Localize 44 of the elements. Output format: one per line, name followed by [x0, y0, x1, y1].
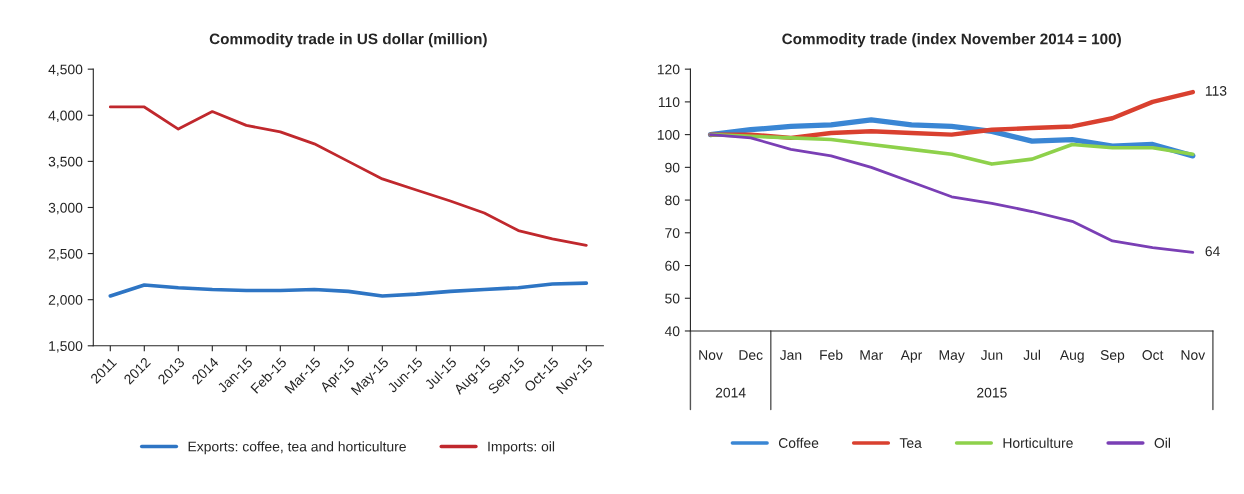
x-tick-label: Jan: [779, 350, 802, 360]
legend-label: Oil: [1154, 437, 1170, 448]
y-tick-label: 110: [658, 97, 680, 108]
y-tick-label: 40: [664, 326, 680, 337]
y-tick-label: 50: [665, 293, 680, 304]
x-tick-label: Nov: [699, 350, 723, 360]
y-tick-label: 90: [665, 162, 680, 173]
x-tick-label: Jul: [1023, 349, 1040, 360]
y-tick-label: 60: [665, 260, 680, 271]
line-series: [108, 105, 588, 247]
chart-title: Commodity trade in US dollar (million): [209, 33, 487, 48]
legend-label: Exports: coffee, tea and horticulture: [188, 441, 406, 455]
y-tick-label: 1,500: [49, 341, 83, 353]
data-label: 113: [1205, 85, 1227, 96]
x-tick-label: Apr: [900, 350, 923, 363]
line-series: [108, 281, 589, 298]
legend-label: Horticulture: [1003, 437, 1073, 448]
x-tick-label: Aug: [1059, 350, 1084, 363]
x-tick-label: Dec: [739, 350, 763, 360]
x-tick-label: Sep: [1100, 350, 1125, 363]
y-tick-label: 70: [665, 228, 680, 238]
y-tick-label: 2,500: [48, 248, 83, 261]
line-series: [708, 132, 1195, 166]
legend-label: Imports: oil: [488, 441, 555, 455]
y-tick-label: 4,500: [48, 64, 83, 76]
line-series: [709, 133, 1195, 254]
x-tick-label: Jun: [980, 350, 1003, 360]
legend-label: Coffee: [778, 437, 819, 448]
y-tick-label: 4,000: [48, 110, 83, 123]
chart-title: Commodity trade (index November 2014 = 100): [782, 33, 1121, 48]
y-tick-label: 100: [657, 129, 680, 140]
x-tick-label: Mar: [860, 350, 884, 360]
y-tick-label: 2,000: [48, 295, 83, 307]
y-tick-label: 80: [665, 195, 680, 206]
y-tick-label: 120: [657, 64, 680, 75]
x-tick-label: May: [939, 350, 965, 363]
text: 2015: [977, 387, 1007, 398]
x-tick-label: Feb: [820, 349, 843, 360]
y-tick-label: 3,500: [48, 156, 83, 169]
legend-label: Tea: [899, 438, 922, 448]
x-tick-label: Nov: [1181, 350, 1206, 360]
data-label: 64: [1205, 246, 1220, 257]
y-tick-label: 3,000: [48, 202, 83, 215]
x-tick-label: Oct: [1142, 350, 1164, 360]
